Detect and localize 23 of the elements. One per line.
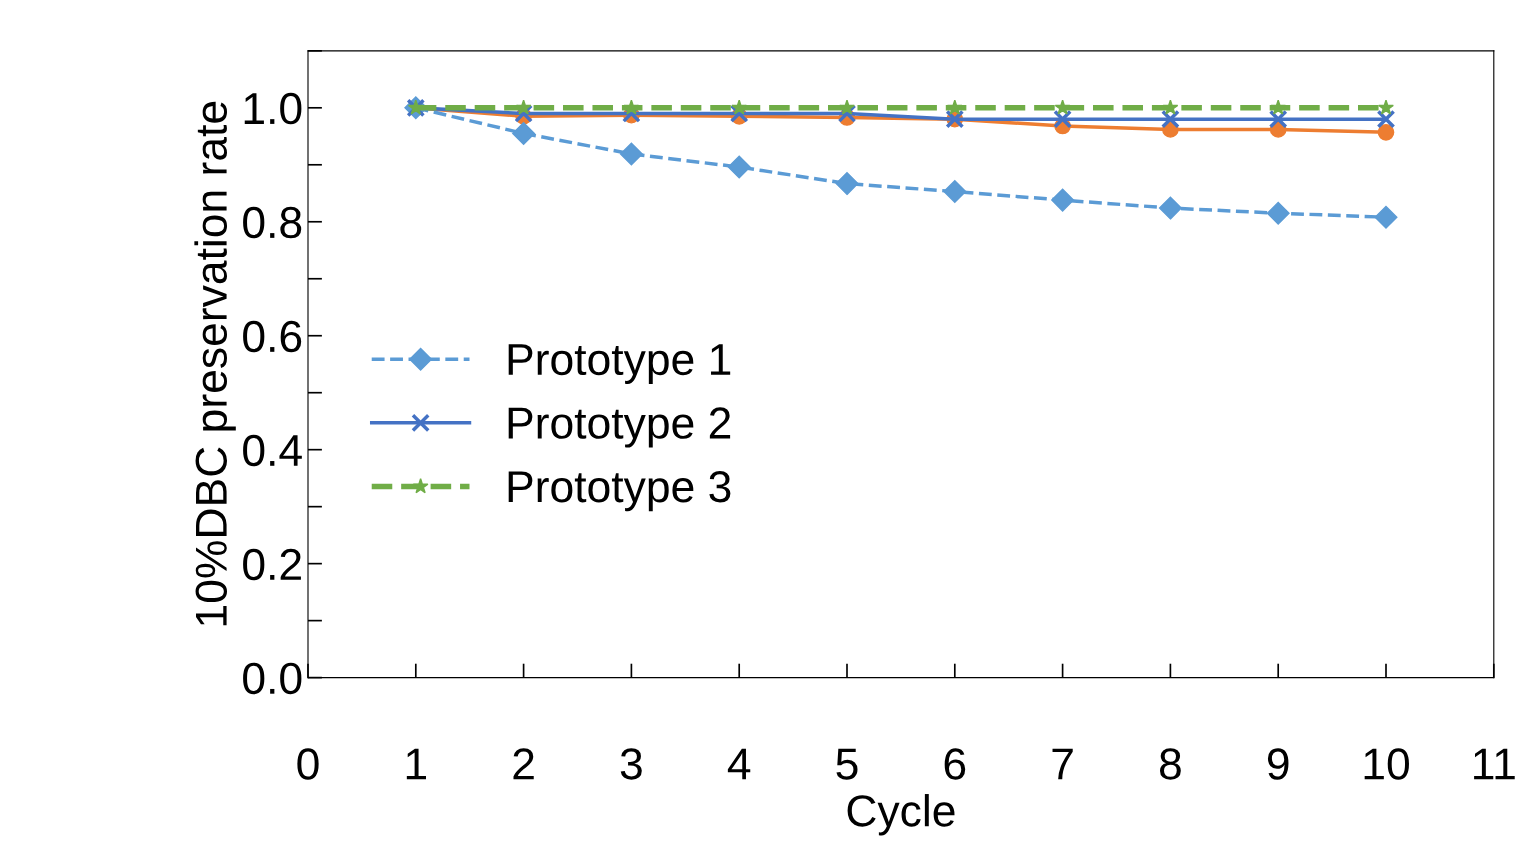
x-axis-title: Cycle (847, 794, 955, 836)
y-axis-title: 10%DBC preservation rate (194, 101, 236, 626)
x-tick-label: 3 (620, 748, 642, 780)
y-tick-label: 1.0 (244, 92, 302, 125)
y-tick-label: 0.8 (243, 206, 302, 239)
x-tick-label: 0 (297, 748, 319, 780)
legend-label: Prototype 3 (508, 471, 731, 512)
x-tick-label: 6 (944, 748, 966, 780)
y-tick-label: 0.6 (243, 320, 302, 353)
x-tick-label: 8 (1159, 748, 1181, 780)
x-tick-label: 5 (836, 748, 858, 780)
x-tick-label: 10 (1364, 748, 1409, 780)
y-tick-label: 0.0 (243, 662, 302, 695)
x-tick-label: 9 (1267, 748, 1289, 780)
x-tick-label: 4 (727, 748, 751, 780)
x-tick-label: 1 (406, 748, 426, 780)
legend-label: Prototype 1 (508, 344, 731, 384)
y-tick-label: 0.2 (243, 548, 301, 581)
x-tick-label: 11 (1474, 748, 1515, 780)
y-tick-label: 0.4 (243, 434, 302, 467)
x-tick-label: 2 (513, 748, 534, 780)
legend-label: Prototype 2 (508, 407, 731, 448)
x-tick-label: 7 (1052, 748, 1073, 780)
